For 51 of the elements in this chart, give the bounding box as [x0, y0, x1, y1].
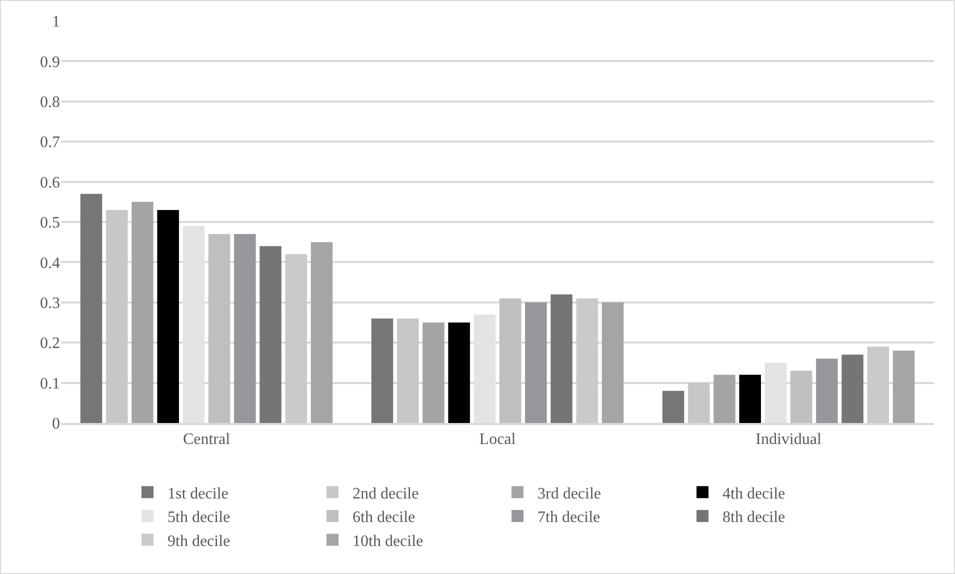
y-tick-label: 0.1 [40, 375, 60, 392]
bar [842, 354, 864, 423]
bar [892, 350, 915, 423]
y-tick-label: 0.5 [40, 214, 60, 232]
bar [132, 202, 154, 423]
bar [157, 210, 179, 423]
bar [80, 194, 102, 423]
bar [816, 358, 838, 423]
y-tick-label: 0.9 [40, 54, 60, 71]
bar [739, 374, 761, 423]
bar [602, 302, 624, 423]
x-tick-label: Local [479, 430, 516, 448]
bar [525, 302, 547, 423]
bar [234, 234, 256, 423]
bar [714, 374, 736, 423]
bar [208, 234, 230, 423]
x-tick-label: Central [182, 430, 231, 448]
bar [260, 246, 282, 423]
legend-label: 5th decile [168, 509, 230, 526]
bar [106, 210, 128, 423]
bar [688, 382, 710, 423]
y-tick-label: 0.6 [40, 174, 60, 192]
y-tick-label: 0 [52, 416, 60, 433]
y-tick-label: 0.2 [40, 335, 60, 352]
bar [662, 390, 684, 423]
legend-label: 7th decile [538, 509, 600, 526]
legend-label: 1st decile [168, 485, 228, 502]
y-tick-label: 0.4 [40, 254, 60, 272]
legend-label: 8th decile [722, 509, 786, 526]
legend-label: 3rd decile [538, 485, 602, 502]
bar [448, 322, 470, 423]
x-tick-label: Individual [756, 430, 822, 448]
legend-label: 10th decile [352, 533, 424, 550]
bar [576, 298, 598, 423]
legend-label: 2nd decile [352, 485, 419, 502]
bar [790, 370, 812, 423]
y-tick-label: 0.8 [40, 94, 60, 111]
bar [285, 254, 308, 423]
bar [499, 298, 522, 423]
legend-label: 4th decile [722, 485, 786, 502]
bar [310, 242, 333, 423]
bar [422, 322, 444, 423]
bar [867, 346, 890, 423]
legend-label: 6th decile [352, 509, 416, 526]
y-tick-label: 0.3 [40, 295, 60, 312]
bar [550, 294, 572, 423]
y-tick-label: 0.7 [40, 134, 60, 152]
bar [396, 318, 419, 423]
bar [371, 318, 394, 423]
y-tick-label: 1 [52, 14, 60, 31]
legend-label: 9th decile [168, 533, 230, 550]
